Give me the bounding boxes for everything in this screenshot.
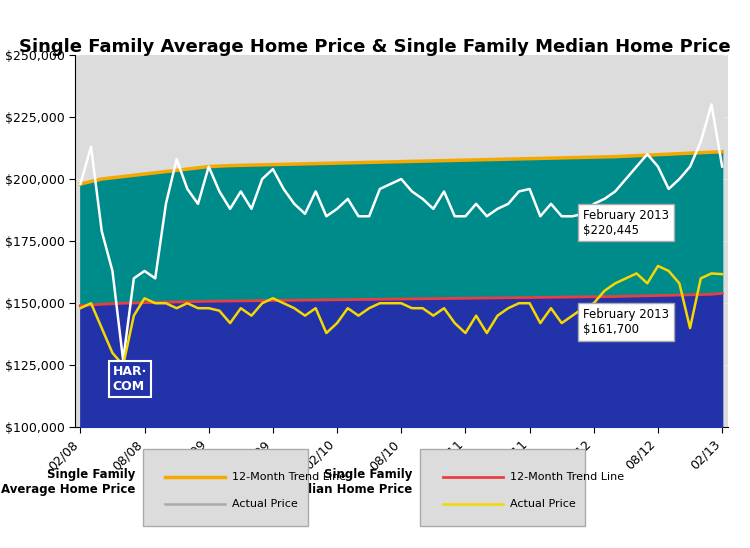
Text: 12-Month Trend Line: 12-Month Trend Line xyxy=(232,472,346,482)
Text: HAR·
COM: HAR· COM xyxy=(112,365,147,393)
Text: Single Family
Average Home Price: Single Family Average Home Price xyxy=(1,468,135,496)
Text: Single Family
Median Home Price: Single Family Median Home Price xyxy=(284,468,412,496)
Text: Single Family Average Home Price & Single Family Median Home Price: Single Family Average Home Price & Singl… xyxy=(20,38,730,56)
Text: Actual Price: Actual Price xyxy=(510,499,576,509)
Text: February 2013
$161,700: February 2013 $161,700 xyxy=(583,308,669,336)
Text: February 2013
$220,445: February 2013 $220,445 xyxy=(583,209,669,237)
Text: 12-Month Trend Line: 12-Month Trend Line xyxy=(510,472,624,482)
Text: Actual Price: Actual Price xyxy=(232,499,298,509)
